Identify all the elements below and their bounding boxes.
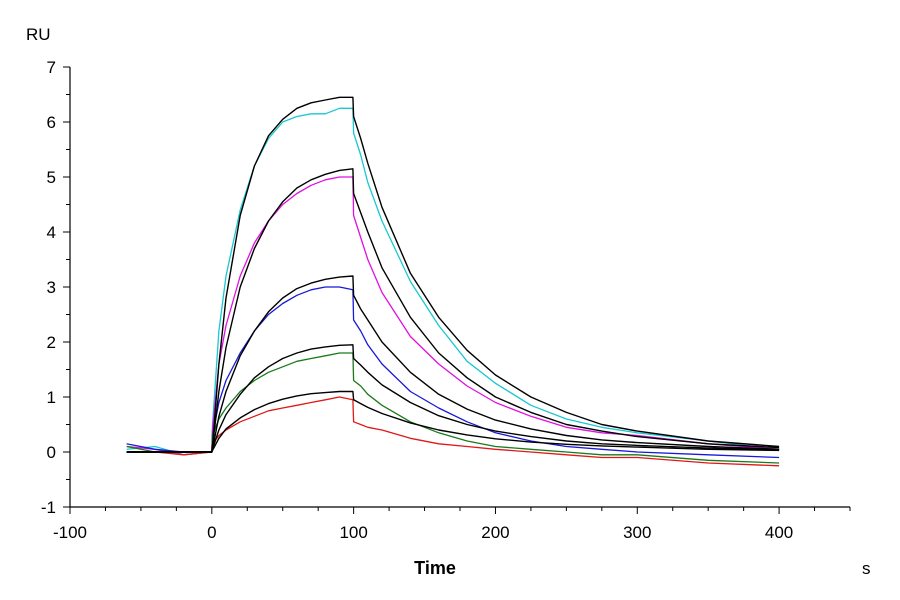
- response-curve-line: [126, 396, 780, 467]
- fit-curve-line: [126, 344, 780, 453]
- fit-curve-line: [126, 275, 780, 453]
- fit-curve-line: [126, 390, 780, 453]
- x-axis-title: Time: [414, 558, 456, 578]
- x-tick-label: 400: [765, 523, 793, 542]
- y-tick-label: 1: [47, 388, 56, 407]
- fit-curve-line: [126, 168, 780, 453]
- response-curve-line: [126, 107, 780, 456]
- x-tick-label: 0: [207, 523, 216, 542]
- y-tick-label: 7: [47, 58, 56, 77]
- y-ticks: -1 0 1 2 3 4 5 6 7: [41, 58, 70, 517]
- x-tick-label: -100: [53, 523, 87, 542]
- y-tick-label: 4: [47, 223, 56, 242]
- y-unit-label: RU: [26, 25, 51, 44]
- y-tick-label: 6: [47, 113, 56, 132]
- fit-curve-line: [126, 96, 780, 453]
- series-layer: [126, 96, 780, 467]
- y-tick-label: 5: [47, 168, 56, 187]
- y-tick-label: 0: [47, 443, 56, 462]
- y-tick-label: 3: [47, 278, 56, 297]
- axes: -100 0 100 200 300 400 -1 0 1 2 3 4 5 6 7: [41, 58, 851, 542]
- x-tick-label: 300: [623, 523, 651, 542]
- y-tick-label: -1: [41, 498, 56, 517]
- x-tick-label: 200: [481, 523, 509, 542]
- y-tick-label: 2: [47, 333, 56, 352]
- x-tick-label: 100: [339, 523, 367, 542]
- x-ticks: -100 0 100 200 300 400: [53, 507, 851, 542]
- x-unit-label: s: [862, 559, 871, 578]
